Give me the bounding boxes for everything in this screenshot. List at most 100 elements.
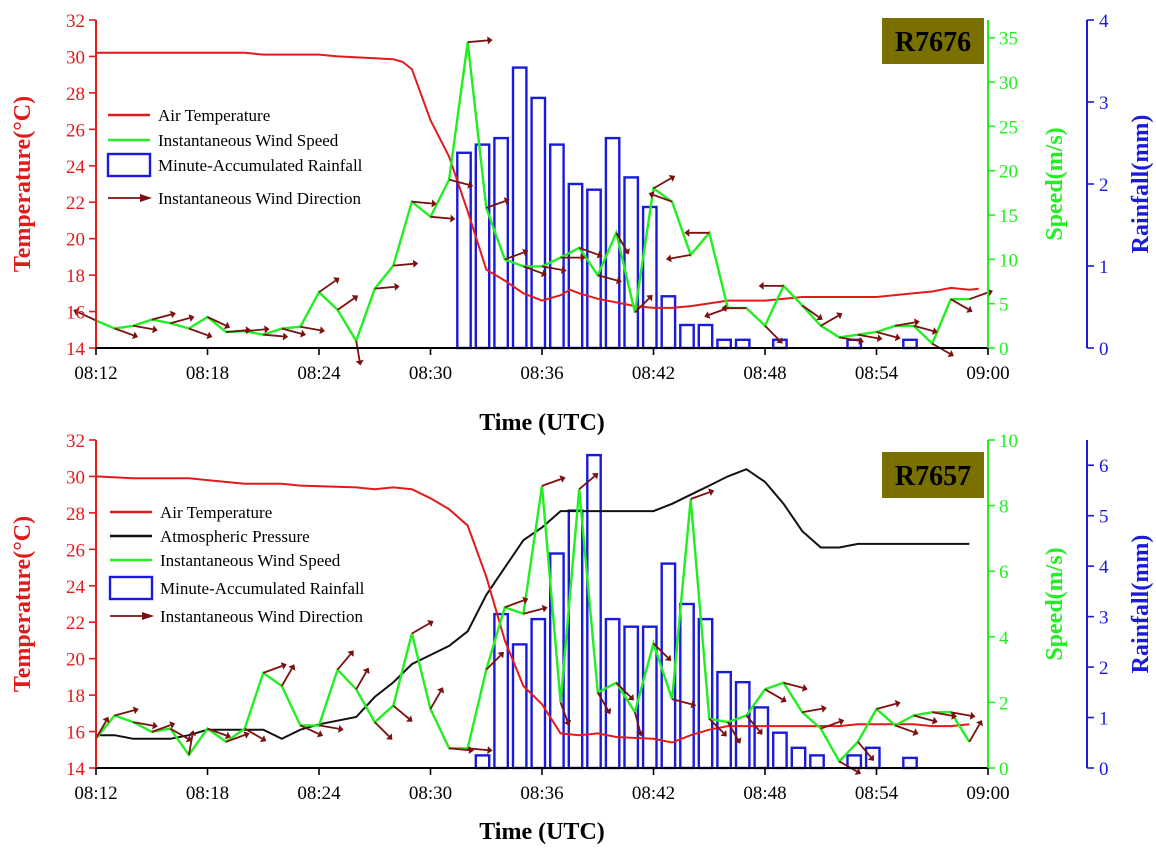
- wind-direction-arrowhead: [914, 318, 920, 327]
- wind-direction-arrow: [337, 297, 355, 311]
- wind-direction-arrowhead: [467, 180, 474, 189]
- wind-direction-arrowhead: [704, 311, 711, 319]
- legend-label: Air Temperature: [160, 503, 272, 522]
- wind-direction-arrowhead: [280, 662, 287, 670]
- rainfall-tick-label: 0: [1099, 339, 1109, 360]
- wind-direction-arrowhead: [288, 664, 296, 671]
- rainfall-tick-label: 2: [1099, 658, 1109, 679]
- wind-direction-arrow: [523, 607, 543, 615]
- station-badge-label: R7676: [895, 27, 971, 58]
- wind-direction-arrowhead: [347, 650, 354, 657]
- wind-direction-arrow: [969, 291, 989, 301]
- wind-direction-arrowhead: [319, 326, 325, 335]
- legend-bar-swatch: [106, 152, 152, 178]
- temperature-axis-label: Temperature(°C): [10, 96, 36, 272]
- temperature-tick-label: 16: [66, 723, 85, 744]
- rainfall-tick-label: 6: [1099, 456, 1109, 477]
- rainfall-bar: [604, 617, 621, 770]
- wind-direction-arrowhead: [540, 269, 547, 277]
- wind-direction-arrowhead: [406, 715, 413, 722]
- wind-direction-arrowhead: [497, 651, 504, 659]
- legend-label: Instantaneous Wind Direction: [158, 189, 361, 208]
- wind-direction-arrow: [133, 324, 154, 331]
- speed-axis-label: Speed(m/s): [1042, 127, 1068, 240]
- wind-direction-arrow: [188, 735, 194, 756]
- wind-direction-arrowhead: [132, 331, 139, 340]
- wind-direction-arrow: [429, 691, 442, 710]
- temperature-tick-label: 28: [66, 504, 85, 525]
- wind-direction-arrowhead: [951, 711, 957, 720]
- wind-direction-arrow: [727, 721, 739, 740]
- temperature-tick-label: 26: [66, 120, 85, 141]
- wind-direction-arrowhead: [616, 276, 622, 285]
- wind-direction-arrowhead: [170, 310, 176, 319]
- wind-direction-arrow: [876, 702, 897, 710]
- wind-direction-arrowhead: [836, 312, 843, 320]
- wind-direction-arrowhead: [264, 325, 270, 334]
- wind-direction-arrow: [913, 324, 934, 332]
- wind-direction-arrow: [300, 325, 321, 332]
- wind-direction-arrow: [559, 702, 569, 722]
- wind-direction-arrowhead: [690, 700, 697, 709]
- temperature-tick-label: 20: [66, 230, 85, 251]
- wind-direction-arrow: [950, 298, 969, 310]
- temperature-line: [95, 475, 970, 744]
- wind-direction-arrow: [597, 274, 618, 282]
- wind-direction-arrowhead: [756, 728, 763, 735]
- wind-direction-arrowhead: [394, 282, 400, 291]
- wind-direction-arrow: [968, 723, 981, 743]
- speed-axis-label: Speed(m/s): [1042, 547, 1068, 660]
- wind-direction-arrow: [262, 665, 283, 674]
- wind-direction-arrow: [857, 741, 872, 758]
- wind-direction-arrowhead: [604, 707, 612, 715]
- wind-direction-arrowhead: [188, 730, 197, 736]
- wind-direction-arrow: [652, 194, 673, 203]
- rainfall-tick-label: 0: [1099, 759, 1109, 780]
- wind-direction-arrow: [263, 333, 284, 338]
- rainfall-bar: [530, 96, 547, 350]
- wind-direction-arrowhead: [931, 716, 938, 725]
- wind-direction-arrow: [950, 711, 971, 717]
- wind-direction-arrow: [670, 254, 691, 260]
- wind-direction-arrowhead: [223, 321, 231, 330]
- temperature-tick-label: 28: [66, 84, 85, 105]
- wind-direction-arrow: [225, 734, 246, 743]
- wind-direction-arrow: [467, 747, 488, 751]
- rainfall-bar: [549, 143, 565, 350]
- wind-direction-arrow: [764, 325, 780, 341]
- wind-direction-arrowhead: [386, 733, 393, 740]
- temperature-tick-label: 22: [66, 613, 85, 634]
- wind-direction-arrow: [95, 720, 107, 739]
- wind-direction-arrowhead: [668, 175, 676, 182]
- wind-direction-arrowhead: [684, 228, 690, 237]
- speed-tick-label: 25: [999, 117, 1018, 138]
- rainfall-tick-label: 3: [1099, 93, 1109, 114]
- legend-arrowhead-swatch: [142, 612, 154, 620]
- time-tick-label: 08:36: [520, 783, 563, 804]
- temperature-tick-label: 18: [66, 686, 85, 707]
- time-tick-label: 08:36: [520, 363, 563, 384]
- rainfall-bar: [772, 731, 788, 770]
- legend-label: Minute-Accumulated Rainfall: [160, 579, 365, 598]
- wind-direction-arrowhead: [300, 329, 306, 338]
- wind-direction-arrow: [318, 279, 336, 293]
- temperature-tick-label: 30: [66, 47, 85, 68]
- wind-direction-arrow: [839, 336, 860, 342]
- wind-direction-arrow: [541, 265, 562, 271]
- wind-direction-arrowhead: [664, 654, 672, 661]
- wind-direction-arrowhead: [338, 724, 344, 733]
- rainfall-bar: [567, 182, 584, 350]
- rainfall-bar: [493, 136, 509, 350]
- wind-speed-line: [95, 485, 971, 764]
- speed-tick-label: 15: [999, 206, 1018, 227]
- time-tick-label: 08:12: [74, 363, 117, 384]
- temperature-tick-label: 14: [66, 339, 86, 360]
- wind-direction-arrow: [504, 251, 524, 261]
- wind-direction-arrowhead: [333, 277, 340, 284]
- wind-direction-arrowhead: [351, 295, 359, 302]
- wind-direction-arrowhead: [894, 333, 901, 342]
- wind-direction-arrow: [634, 297, 650, 314]
- wind-direction-arrowhead: [966, 305, 973, 313]
- wind-direction-arrow: [244, 328, 265, 333]
- rainfall-tick-label: 3: [1099, 608, 1109, 629]
